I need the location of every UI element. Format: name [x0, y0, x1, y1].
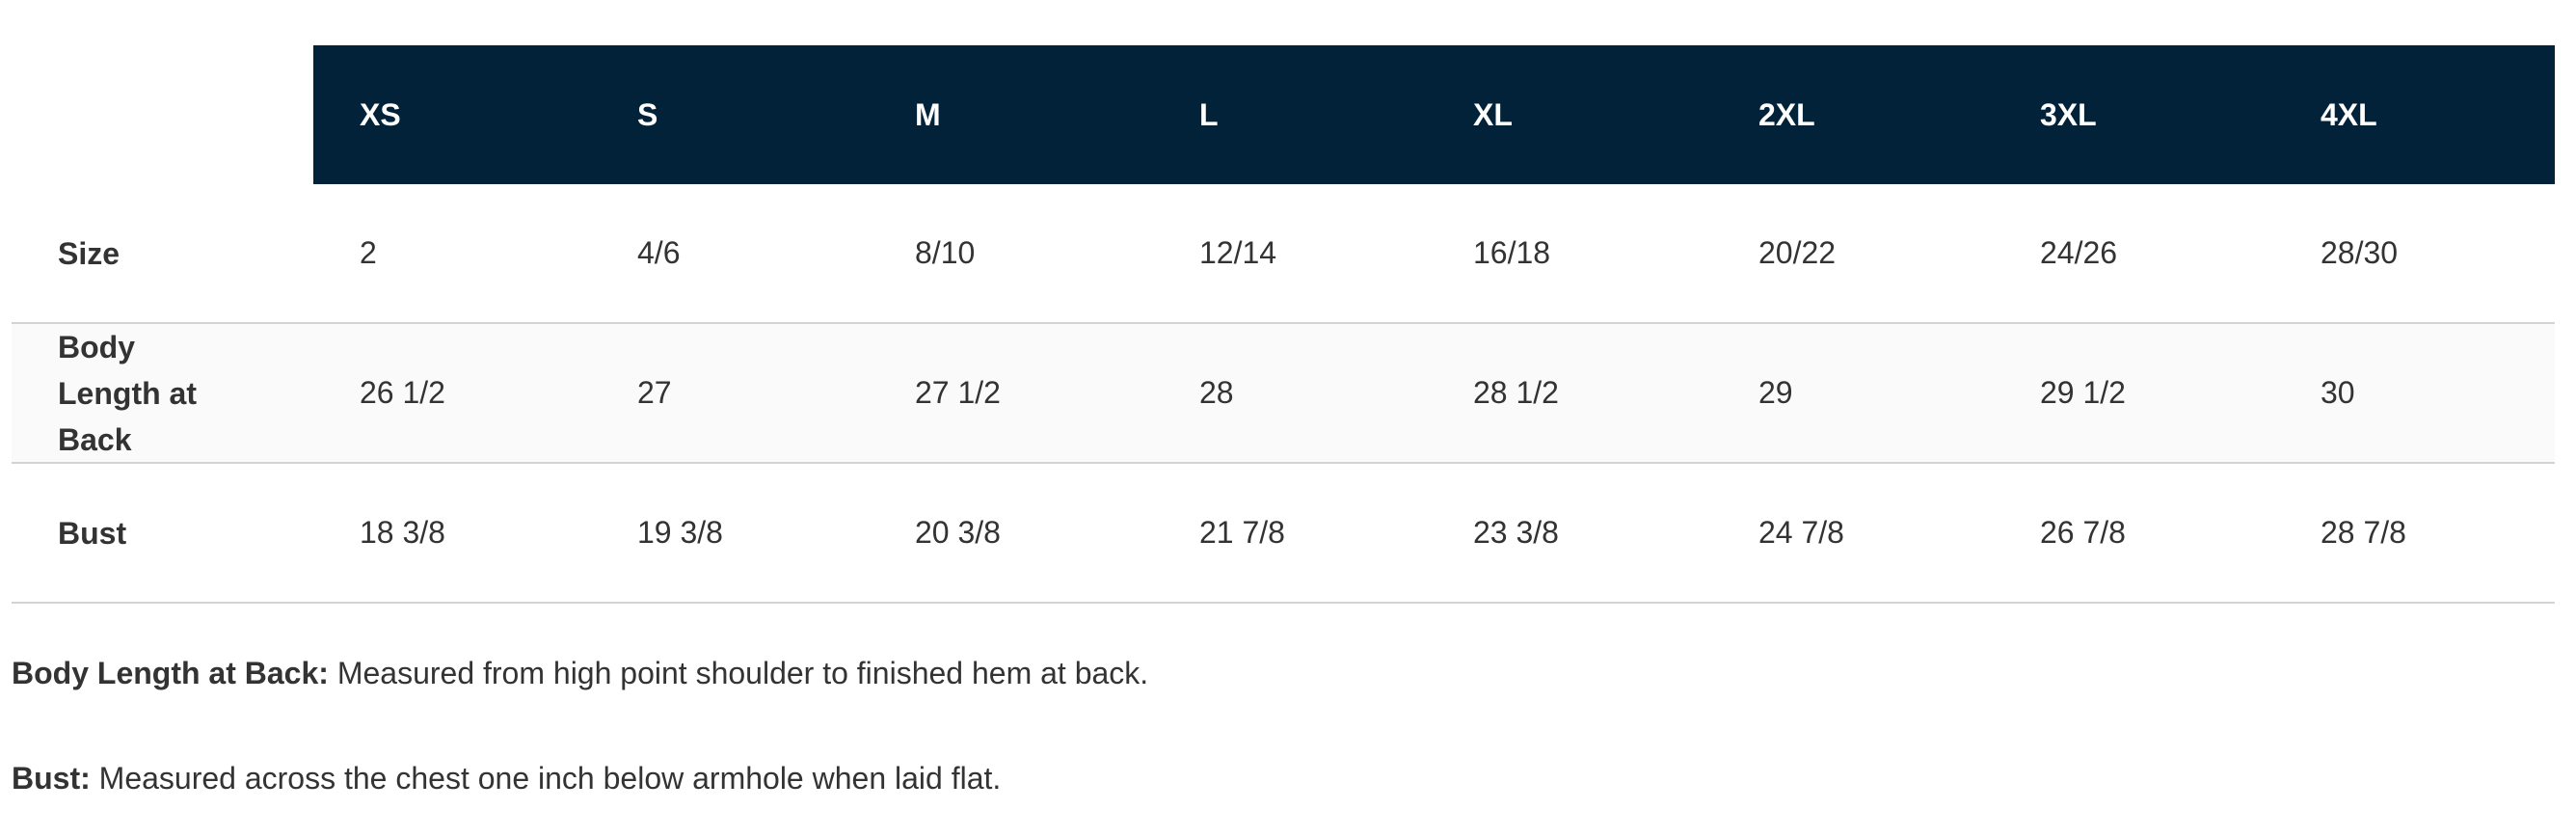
table-cell: 26 1/2	[360, 375, 445, 410]
note-term: Bust:	[12, 761, 91, 796]
header-corner	[12, 45, 313, 184]
size-chart-table: XS S M L XL 2XL 3XL 4XL Size 2 4/6 8/10 12/1…	[12, 45, 2555, 604]
table-cell: 29	[1758, 375, 1793, 410]
table-cell: 24/26	[2040, 235, 2118, 270]
header-l: L	[1153, 45, 1427, 184]
table-row: Body Length at Back 26 1/2 27 27 1/2 28 28 1/…	[12, 324, 2555, 464]
header-xs: XS	[313, 45, 591, 184]
table-cell: 20/22	[1758, 235, 1837, 270]
table-cell: 28/30	[2321, 235, 2399, 270]
note-term: Body Length at Back:	[12, 656, 329, 690]
table-cell: 8/10	[915, 235, 976, 270]
table-cell: 21 7/8	[1199, 515, 1285, 550]
table-cell: 29 1/2	[2040, 375, 2126, 410]
table-cell: 4/6	[637, 235, 681, 270]
table-cell: 27 1/2	[915, 375, 1001, 410]
table-cell: 23 3/8	[1473, 515, 1559, 550]
row-label: Size	[58, 235, 121, 271]
table-cell: 16/18	[1473, 235, 1551, 270]
table-cell: 2	[360, 235, 377, 270]
table-cell: 28	[1199, 375, 1234, 410]
table-cell: 27	[637, 375, 672, 410]
table-cell: 18 3/8	[360, 515, 445, 550]
table-cell: 26 7/8	[2040, 515, 2126, 550]
note-text: Measured across the chest one inch below…	[90, 761, 1002, 796]
note-body-length: Body Length at Back: Measured from high …	[12, 656, 1148, 691]
header-s: S	[591, 45, 869, 184]
note-text: Measured from high point shoulder to fin…	[328, 656, 1149, 690]
table-cell: 28 7/8	[2321, 515, 2406, 550]
row-label: Bust	[58, 515, 127, 551]
note-bust: Bust: Measured across the chest one inch…	[12, 761, 1001, 796]
table-row: Size 2 4/6 8/10 12/14 16/18 20/22 24/26 28/30	[12, 184, 2555, 324]
table-cell: 24 7/8	[1758, 515, 1844, 550]
header-row: XS S M L XL 2XL 3XL 4XL	[12, 45, 2555, 184]
table-cell: 12/14	[1199, 235, 1277, 270]
header-2xl: 2XL	[1712, 45, 1994, 184]
header-m: M	[869, 45, 1153, 184]
table-cell: 30	[2321, 375, 2355, 410]
table-cell: 20 3/8	[915, 515, 1001, 550]
table-row: Bust 18 3/8 19 3/8 20 3/8 21 7/8 23 3/8 24 7/8…	[12, 464, 2555, 604]
table-cell: 19 3/8	[637, 515, 723, 550]
table-cell: 28 1/2	[1473, 375, 1559, 410]
header-4xl: 4XL	[2274, 45, 2555, 184]
header-xl: XL	[1427, 45, 1712, 184]
header-3xl: 3XL	[1994, 45, 2274, 184]
row-label: Body Length at Back	[58, 329, 197, 457]
